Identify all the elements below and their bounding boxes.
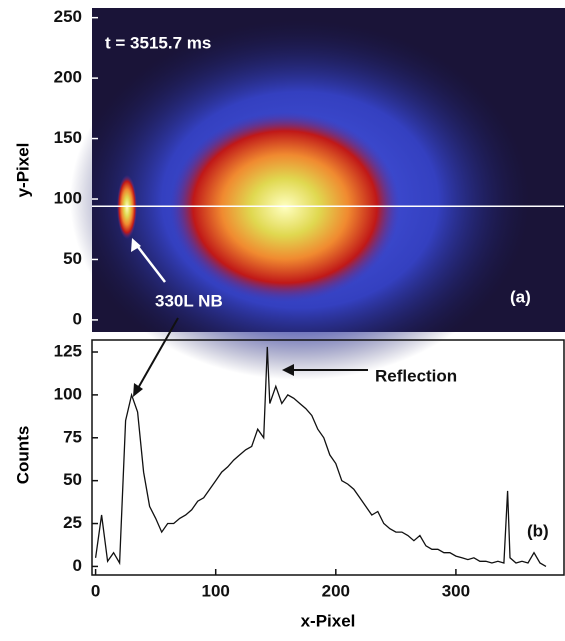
x-tick-label: 300 <box>442 581 470 600</box>
plot-frame <box>91 339 565 576</box>
time-label: t = 3515.7 ms <box>105 33 211 52</box>
arrow <box>134 242 166 283</box>
y-tick-label: 50 <box>63 470 82 489</box>
annotation: Reflection <box>375 366 457 385</box>
image-axes: 0 50 100 150 200 250 <box>54 7 564 328</box>
x-axis-label: x-Pixel <box>301 611 356 630</box>
y-axis-label: Counts <box>13 426 32 485</box>
arrowhead <box>282 364 294 376</box>
y-axis-label: y-Pixel <box>13 143 32 198</box>
arrowhead <box>133 383 143 397</box>
y-tick-label: 150 <box>54 128 82 147</box>
y-tick-label: 75 <box>63 427 82 446</box>
y-tick-label: 200 <box>54 68 82 87</box>
y-tick-label: 100 <box>54 188 82 207</box>
panel-label: (a) <box>510 287 531 306</box>
data-line <box>94 346 547 567</box>
x-tick-label: 0 <box>91 581 100 600</box>
image-panel <box>70 8 565 380</box>
panel-label: (b) <box>527 521 549 540</box>
arrowhead <box>131 238 141 252</box>
arrow <box>136 317 179 391</box>
y-tick-label: 0 <box>73 309 82 328</box>
y-tick-label: 25 <box>63 513 82 532</box>
annotation: 330L NB <box>155 291 223 310</box>
x-tick-label: 100 <box>202 581 230 600</box>
y-tick-label: 50 <box>63 249 82 268</box>
x-tick-label: 200 <box>322 581 350 600</box>
y-tick-label: 125 <box>54 341 82 360</box>
y-tick-label: 100 <box>54 384 82 403</box>
y-tick-label: 0 <box>73 556 82 575</box>
line-chart: 0 25 50 75 100 125 0 100 200 300 <box>54 339 565 600</box>
y-tick-label: 250 <box>54 7 82 26</box>
